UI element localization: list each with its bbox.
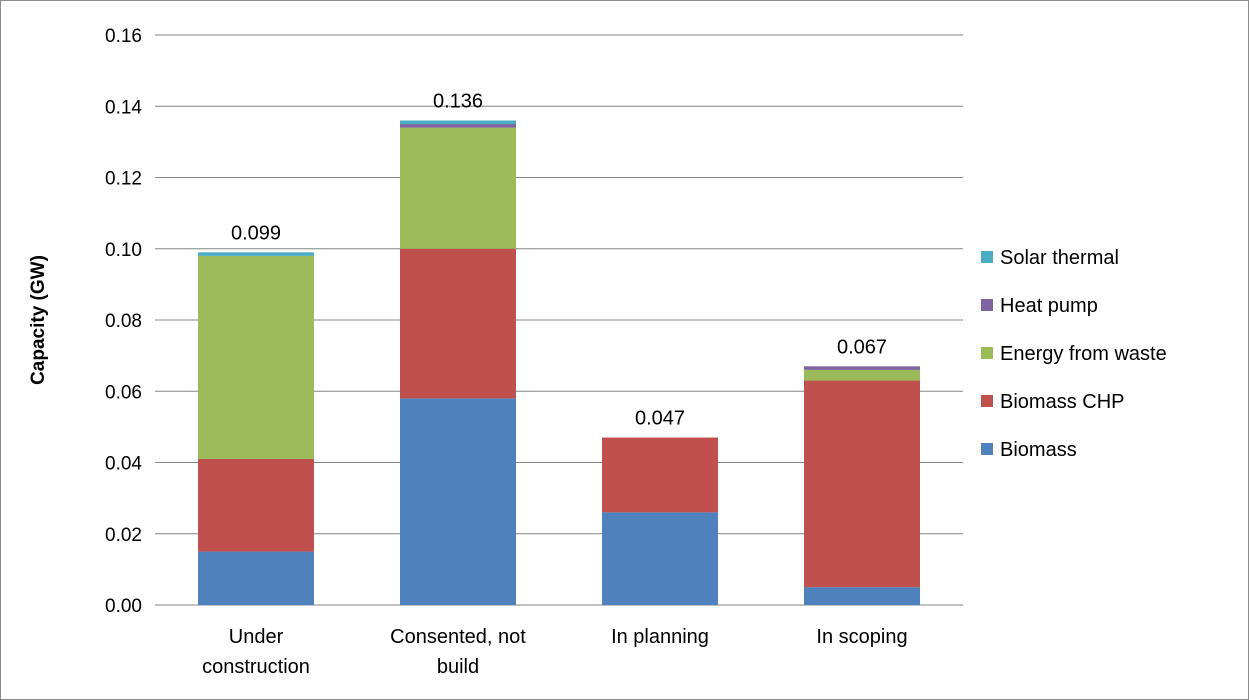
bar-segment-heat-pump — [804, 366, 920, 370]
total-label: 0.099 — [231, 222, 281, 244]
legend-label: Solar thermal — [1000, 247, 1119, 269]
bar-segment-biomass-chp — [400, 248, 516, 399]
y-tick-label: 0.10 — [105, 240, 142, 261]
x-category-label: construction — [202, 656, 310, 678]
legend: Solar thermal Heat pump Energy from waste B… — [981, 247, 1167, 461]
x-axis-category-labels: Under construction Consented, not build In p… — [202, 626, 908, 678]
y-tick-label: 0.12 — [105, 169, 142, 190]
legend-swatch — [981, 347, 993, 359]
legend-swatch — [981, 251, 993, 263]
bar-segment-energy-from-waste — [804, 369, 920, 381]
bar-segment-energy-from-waste — [400, 127, 516, 249]
bar-segment-solar-thermal — [400, 120, 516, 125]
total-label: 0.136 — [433, 91, 483, 113]
total-label: 0.067 — [837, 336, 887, 358]
legend-swatch — [981, 395, 993, 407]
bar-segment-energy-from-waste — [198, 255, 314, 459]
bar-segment-biomass-chp — [804, 380, 920, 588]
total-label: 0.047 — [635, 408, 685, 430]
y-tick-label: 0.02 — [105, 525, 142, 546]
bars — [198, 120, 920, 605]
x-category-label: build — [437, 656, 479, 678]
bar-segment-biomass — [198, 551, 314, 605]
legend-label: Heat pump — [1000, 295, 1098, 317]
legend-swatch — [981, 443, 993, 455]
total-labels: 0.099 0.136 0.047 0.067 — [231, 91, 887, 430]
y-tick-label: 0.00 — [105, 596, 142, 617]
bar-segment-biomass — [400, 398, 516, 605]
bar-segment-heat-pump — [400, 124, 516, 128]
y-tick-label: 0.08 — [105, 311, 142, 332]
legend-label: Biomass — [1000, 439, 1077, 461]
y-tick-label: 0.06 — [105, 382, 142, 403]
legend-label: Energy from waste — [1000, 343, 1167, 365]
bar-segment-solar-thermal — [198, 252, 314, 256]
x-category-label: In planning — [611, 626, 709, 648]
y-tick-label: 0.04 — [105, 454, 142, 475]
x-category-label: Under — [229, 626, 284, 648]
bar-segment-biomass — [804, 587, 920, 605]
bar-segment-biomass-chp — [198, 458, 314, 552]
legend-label: Biomass CHP — [1000, 391, 1124, 413]
y-axis-label: Capacity (GW) — [28, 255, 49, 385]
x-category-label: Consented, not — [390, 626, 526, 648]
y-tick-label: 0.14 — [105, 97, 142, 118]
y-axis-tick-labels: 0.00 0.02 0.04 0.06 0.08 0.10 0.12 0.14 0.16 — [105, 26, 142, 617]
legend-swatch — [981, 299, 993, 311]
x-category-label: In scoping — [816, 626, 907, 648]
bar-segment-biomass-chp — [602, 437, 718, 513]
y-tick-label: 0.16 — [105, 26, 142, 47]
bar-segment-biomass — [602, 512, 718, 605]
